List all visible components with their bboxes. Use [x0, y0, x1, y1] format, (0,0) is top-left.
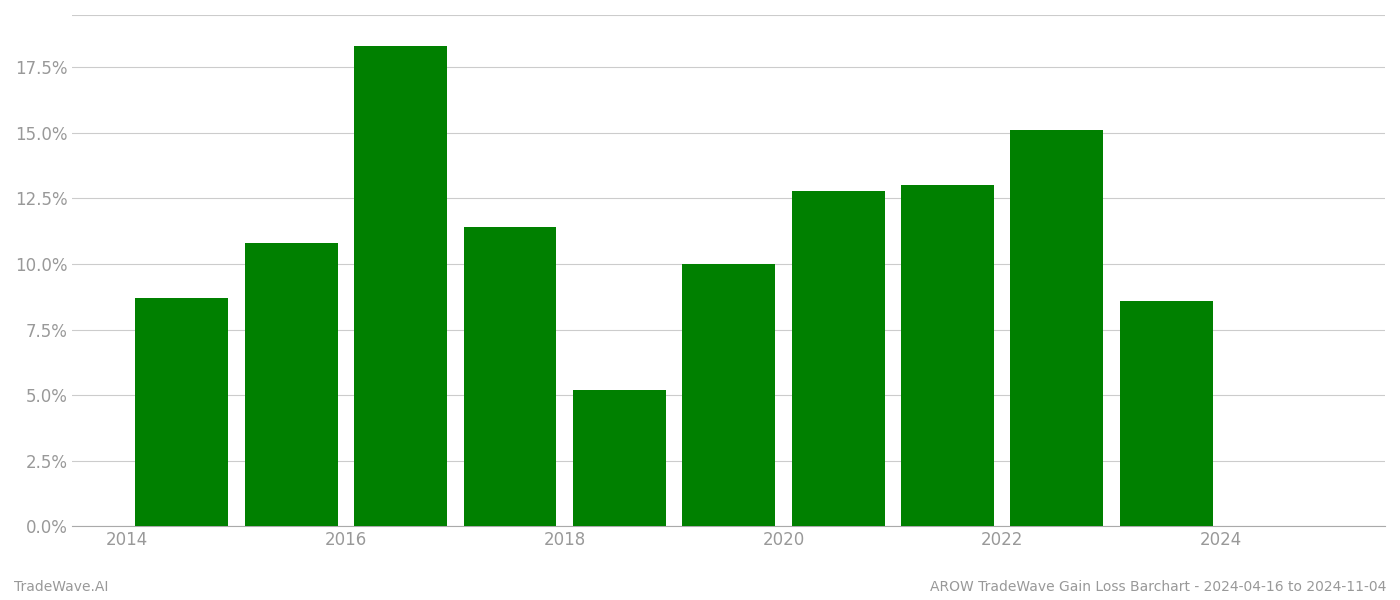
Text: AROW TradeWave Gain Loss Barchart - 2024-04-16 to 2024-11-04: AROW TradeWave Gain Loss Barchart - 2024…	[930, 580, 1386, 594]
Bar	[682, 264, 776, 526]
Bar	[1011, 130, 1103, 526]
Bar	[902, 185, 994, 526]
Text: TradeWave.AI: TradeWave.AI	[14, 580, 108, 594]
Bar	[463, 227, 556, 526]
Bar	[245, 243, 337, 526]
Bar	[573, 390, 666, 526]
Bar	[1120, 301, 1212, 526]
Bar	[136, 298, 228, 526]
Bar	[354, 46, 447, 526]
Bar	[791, 191, 885, 526]
